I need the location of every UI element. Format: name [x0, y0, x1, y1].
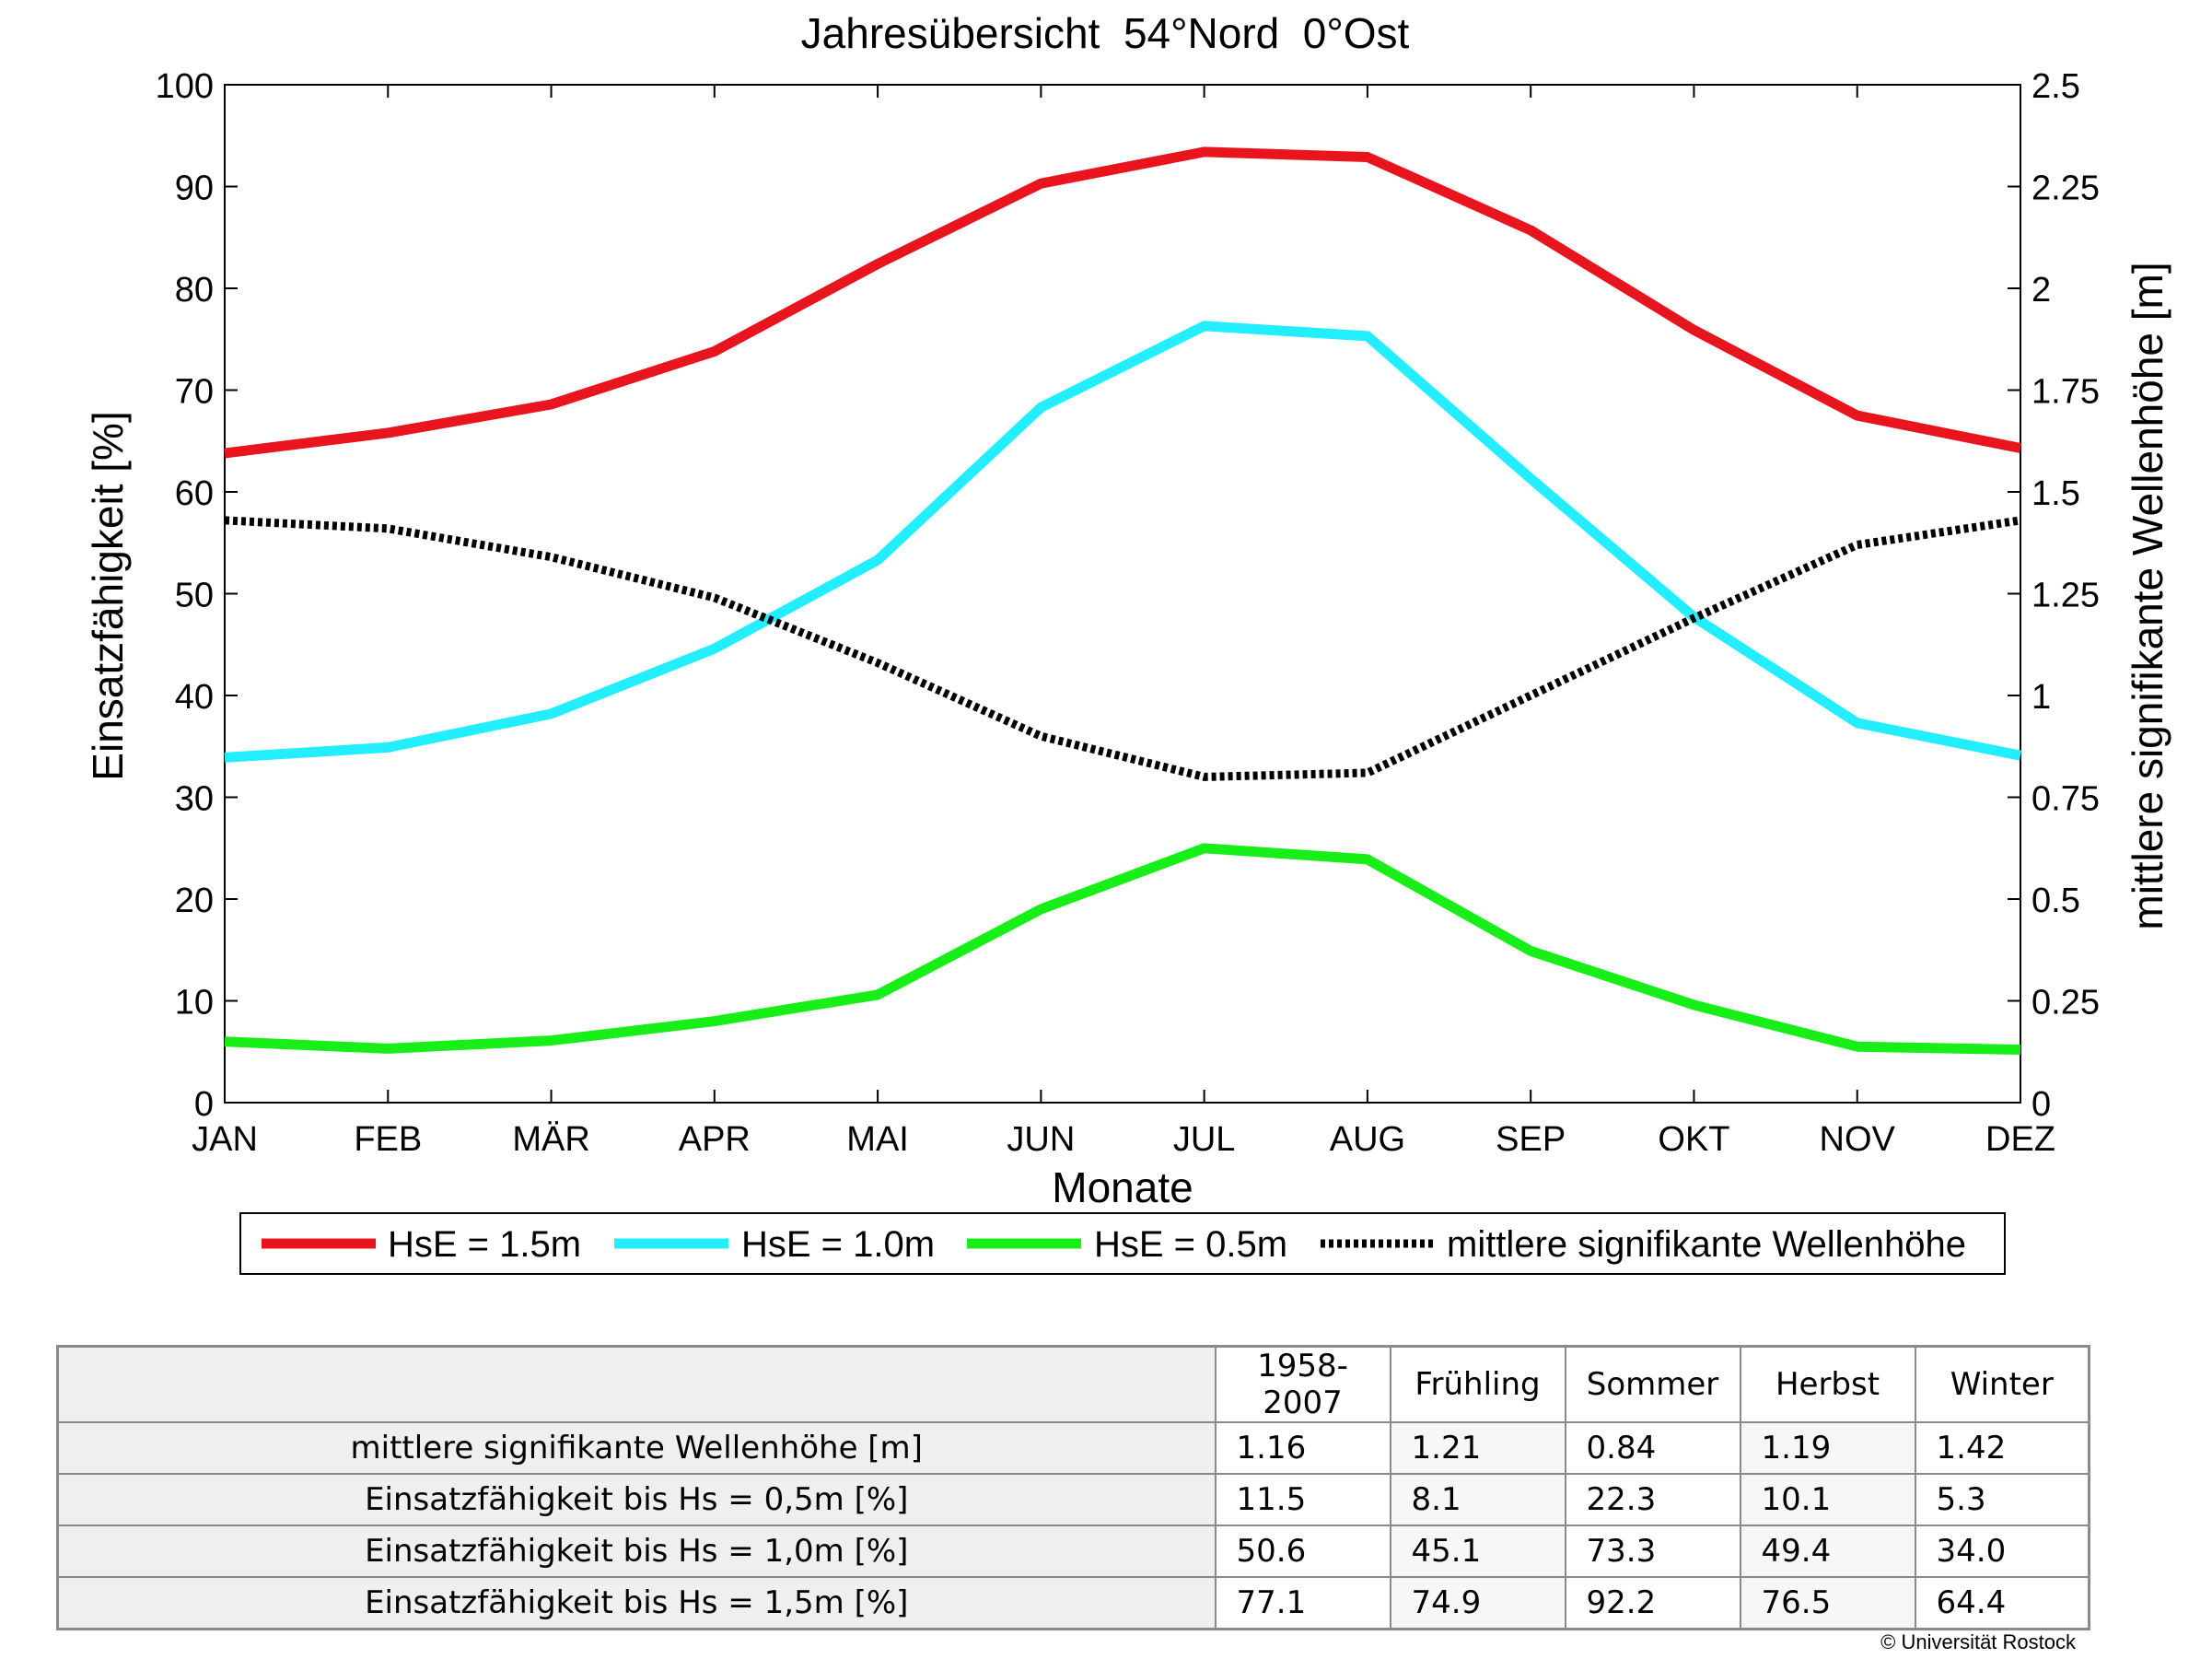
table-cell: 10.1 — [1739, 1473, 1916, 1526]
table-cell: 92.2 — [1564, 1576, 1741, 1630]
y-right-tick-label: 1.5 — [2032, 474, 2080, 513]
column-header: 1958-2007 — [1214, 1345, 1391, 1423]
table-cell: 8.1 — [1389, 1473, 1566, 1526]
y-right-tick-label: 1.25 — [2032, 577, 2100, 615]
statistics-table: 1958-2007 Frühling Sommer Herbst Winter … — [56, 1345, 2090, 1630]
y-left-tick-label: 0 — [194, 1085, 214, 1124]
y-axis-label-right: mittlere signifikante Wellenhöhe [m] — [2124, 262, 2171, 929]
table-corner-cell — [56, 1345, 1217, 1423]
table-cell: 49.4 — [1739, 1525, 1916, 1578]
table-cell: 77.1 — [1214, 1576, 1391, 1630]
axis-ticks: 0 10 20 30 40 50 60 70 80 90 100 0 0.25 0.5 0.75 1 1.25 1… — [156, 67, 2100, 1159]
y-left-tick-label: 80 — [175, 271, 214, 310]
y-right-tick-label: 1 — [2032, 678, 2051, 717]
table-cell: 22.3 — [1564, 1473, 1741, 1526]
table-cell: 0.84 — [1564, 1421, 1741, 1475]
row-label: Einsatzfähigkeit bis Hs = 1,0m [%] — [56, 1525, 1217, 1578]
table-row: Einsatzfähigkeit bis Hs = 0,5m [%] 11.5 … — [56, 1473, 2090, 1526]
y-left-tick-label: 60 — [175, 474, 214, 513]
table-cell: 34.0 — [1914, 1525, 2090, 1578]
x-tick-label: JUN — [1007, 1120, 1075, 1159]
table-cell: 1.16 — [1214, 1421, 1391, 1475]
y-left-tick-label: 40 — [175, 678, 214, 717]
series-line — [224, 516, 2021, 781]
column-header: Winter — [1914, 1345, 2090, 1423]
table-cell: 74.9 — [1389, 1576, 1566, 1630]
y-left-tick-label: 30 — [175, 780, 214, 819]
series-line — [224, 321, 2022, 763]
table-cell: 1.21 — [1389, 1421, 1566, 1475]
table-row: mittlere signifikante Wellenhöhe [m] 1.1… — [56, 1421, 2090, 1475]
legend-label: HsE = 1.5m — [388, 1224, 581, 1265]
legend-label: HsE = 0.5m — [1094, 1224, 1287, 1265]
x-tick-label: JAN — [192, 1120, 258, 1159]
x-tick-label: JUL — [1173, 1120, 1236, 1159]
y-left-tick-label: 20 — [175, 882, 214, 920]
series-line — [224, 843, 2021, 1055]
row-label: Einsatzfähigkeit bis Hs = 0,5m [%] — [56, 1473, 1217, 1526]
copyright-notice: © Universität Rostock — [1880, 1630, 2076, 1653]
y-left-tick-label: 70 — [175, 373, 214, 412]
x-axis-label: Monate — [1052, 1163, 1193, 1211]
y-left-tick-label: 90 — [175, 169, 214, 208]
y-right-tick-label: 1.75 — [2032, 373, 2100, 412]
table-cell: 64.4 — [1914, 1576, 2090, 1630]
table-row: Einsatzfähigkeit bis Hs = 1,0m [%] 50.6 … — [56, 1525, 2090, 1578]
table-cell: 76.5 — [1739, 1576, 1916, 1630]
y-right-tick-label: 2.5 — [2032, 67, 2080, 106]
column-header: Sommer — [1564, 1345, 1741, 1423]
column-header: Frühling — [1389, 1345, 1566, 1423]
y-right-tick-label: 0.75 — [2032, 780, 2100, 819]
plot-area — [224, 84, 2021, 1104]
legend-label: mittlere signifikante Wellenhöhe — [1447, 1224, 1966, 1265]
x-tick-label: MAI — [846, 1120, 909, 1159]
series-line — [224, 146, 2022, 459]
legend: HsE = 1.5m HsE = 1.0m HsE = 0.5m mittlere s… — [239, 1212, 2006, 1275]
chart: Jahresübersicht 54°Nord 0°Ost 0102030405… — [84, 9, 2171, 1275]
column-header: Herbst — [1739, 1345, 1916, 1423]
chart-title: Jahresübersicht 54°Nord 0°Ost — [801, 9, 1410, 57]
x-tick-label: APR — [679, 1120, 751, 1159]
legend-items: HsE = 1.5m HsE = 1.0m HsE = 0.5m mittlere s… — [262, 1224, 1966, 1265]
y-left-tick-label: 10 — [175, 984, 214, 1022]
series-lines — [224, 146, 2022, 1055]
table-row: Einsatzfähigkeit bis Hs = 1,5m [%] 77.1 … — [56, 1576, 2090, 1630]
table-cell: 45.1 — [1389, 1525, 1566, 1578]
table-cell: 5.3 — [1914, 1473, 2090, 1526]
row-label: Einsatzfähigkeit bis Hs = 1,5m [%] — [56, 1576, 1217, 1630]
table-cell: 50.6 — [1214, 1525, 1391, 1578]
x-tick-label: OKT — [1658, 1120, 1729, 1159]
x-tick-label: AUG — [1330, 1120, 1405, 1159]
y-right-tick-label: 0.5 — [2032, 882, 2080, 920]
table-cell: 73.3 — [1564, 1525, 1741, 1578]
x-tick-label: DEZ — [1985, 1120, 2055, 1159]
table-cell: 1.42 — [1914, 1421, 2090, 1475]
legend-label: HsE = 1.0m — [741, 1224, 935, 1265]
x-tick-label: FEB — [354, 1120, 422, 1159]
table-cell: 11.5 — [1214, 1473, 1391, 1526]
y-left-tick-label: 100 — [156, 67, 214, 106]
table-header-row: 1958-2007 Frühling Sommer Herbst Winter — [56, 1345, 2090, 1423]
y-left-tick-label: 50 — [175, 577, 214, 615]
table-cell: 1.19 — [1739, 1421, 1916, 1475]
x-tick-label: SEP — [1496, 1120, 1566, 1159]
y-right-tick-label: 2 — [2032, 271, 2051, 310]
y-axis-label-left: Einsatzfähigkeit [%] — [84, 411, 132, 780]
row-label: mittlere signifikante Wellenhöhe [m] — [56, 1421, 1217, 1475]
legend-box — [239, 1212, 2006, 1275]
x-tick-label: MÄR — [512, 1120, 589, 1159]
x-tick-label: NOV — [1820, 1120, 1896, 1159]
y-right-tick-label: 2.25 — [2032, 169, 2100, 208]
y-right-tick-label: 0 — [2032, 1085, 2051, 1124]
y-right-tick-label: 0.25 — [2032, 984, 2100, 1022]
